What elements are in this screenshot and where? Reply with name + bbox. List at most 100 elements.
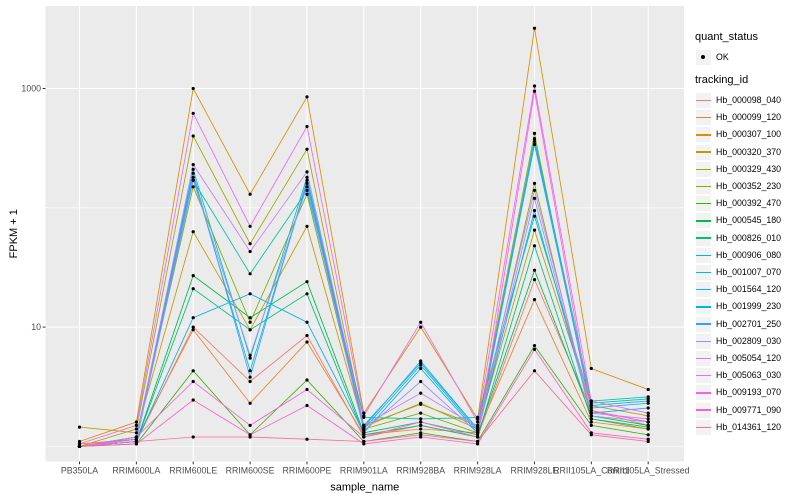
data-point xyxy=(362,435,366,439)
line-swatch-icon xyxy=(696,237,711,239)
data-point xyxy=(532,228,537,232)
line-swatch-icon xyxy=(696,185,711,188)
data-point xyxy=(646,439,650,444)
legend-item-label: Hb_000307_100 xyxy=(716,129,782,140)
data-point xyxy=(532,244,537,248)
data-point xyxy=(532,139,537,143)
data-point xyxy=(419,420,423,424)
x-tick-label: RRIM600PE xyxy=(283,466,332,476)
line-swatch-icon xyxy=(696,99,711,102)
line-swatch-icon xyxy=(696,392,711,394)
data-point xyxy=(305,292,309,296)
data-point xyxy=(191,328,195,332)
legend-item-Hb_002809_030: Hb_002809_030 xyxy=(691,333,800,349)
data-point xyxy=(419,391,423,395)
data-point xyxy=(305,185,309,189)
data-point xyxy=(362,429,366,433)
data-point xyxy=(305,280,309,284)
data-point xyxy=(191,435,195,439)
legend-item-label: Hb_005054_120 xyxy=(716,353,782,363)
data-point xyxy=(419,363,423,367)
legend-key-line xyxy=(696,385,711,401)
y-tick-label: 10 xyxy=(31,322,41,332)
data-point xyxy=(248,242,252,246)
legend-item-Hb_009193_070: Hb_009193_070 xyxy=(691,385,800,401)
legend-key-line xyxy=(696,351,711,366)
data-point xyxy=(191,316,195,320)
data-point xyxy=(589,399,593,403)
data-point xyxy=(134,442,138,446)
legend-key-line xyxy=(696,213,711,229)
data-point xyxy=(476,431,480,435)
legend-item-Hb_000320_370: Hb_000320_370 xyxy=(691,144,800,160)
legend-key-line xyxy=(696,93,711,108)
data-point xyxy=(419,435,423,439)
axes-layer: 10 1000 PB350LA RRIM600LA RRIM600LE RRIM600SE… xyxy=(21,84,689,476)
x-tick-label: PB350LA xyxy=(61,466,98,476)
line-swatch-icon xyxy=(696,220,711,222)
legend-key-line xyxy=(696,299,711,315)
data-point xyxy=(476,442,480,446)
legend-item-label: Hb_001999_230 xyxy=(716,301,782,312)
line-swatch-icon xyxy=(696,289,711,291)
data-point xyxy=(305,178,309,182)
legend-item-label: Hb_000320_370 xyxy=(716,146,782,157)
line-swatch-icon xyxy=(696,254,711,256)
x-tick-label: RRIM928LA xyxy=(454,466,502,476)
legend-item-label: Hb_014361_120 xyxy=(716,421,782,432)
data-point xyxy=(248,433,252,437)
data-point xyxy=(589,406,593,410)
data-point xyxy=(305,188,309,192)
legend-item-label: Hb_001564_120 xyxy=(716,284,782,295)
data-point xyxy=(646,387,650,392)
data-point xyxy=(248,379,252,384)
legend-key-point xyxy=(696,49,711,65)
series-layer xyxy=(77,26,650,448)
legend-item-ok: OK xyxy=(691,49,800,65)
data-point xyxy=(419,379,423,384)
data-point xyxy=(248,353,252,357)
data-point xyxy=(305,192,309,196)
data-point xyxy=(248,249,252,254)
data-point xyxy=(191,287,195,291)
data-point xyxy=(362,442,366,446)
legend-key-line xyxy=(696,161,711,177)
line-swatch-icon xyxy=(696,203,711,205)
data-point xyxy=(248,192,252,196)
legend-item-Hb_000098_040: Hb_000098_040 xyxy=(691,93,800,108)
data-point xyxy=(532,268,537,272)
data-point xyxy=(589,414,593,418)
line-swatch-icon xyxy=(696,323,711,325)
data-point xyxy=(305,175,309,179)
legend-item-Hb_001564_120: Hb_001564_120 xyxy=(691,282,800,298)
data-point xyxy=(589,433,593,437)
legend-key-line xyxy=(696,110,711,126)
data-point xyxy=(646,425,650,429)
data-point xyxy=(532,131,537,135)
data-point xyxy=(532,298,537,302)
data-point xyxy=(248,356,252,360)
plot-panel xyxy=(45,6,684,462)
data-point xyxy=(646,411,650,415)
legend-item-Hb_000392_470: Hb_000392_470 xyxy=(691,196,800,212)
data-point xyxy=(476,415,480,419)
data-point xyxy=(646,417,650,421)
legend-item-Hb_005054_120: Hb_005054_120 xyxy=(691,351,800,366)
x-tick-label: RRII105LA_Stressed xyxy=(607,466,690,476)
data-point xyxy=(191,369,195,373)
legend-item-label: Hb_005063_030 xyxy=(716,370,782,381)
data-point xyxy=(305,387,309,392)
data-point xyxy=(305,437,309,441)
legend-item-Hb_000826_010: Hb_000826_010 xyxy=(691,230,800,246)
data-point xyxy=(305,224,309,228)
legend-item-label: Hb_000826_010 xyxy=(716,232,782,243)
x-tick-label: RRII105LA_Control xyxy=(553,466,629,476)
data-point xyxy=(589,401,593,405)
legend-item-label: Hb_000329_430 xyxy=(716,163,782,174)
legend-key-line xyxy=(696,265,711,280)
legend-item-label: Hb_000099_120 xyxy=(716,112,782,123)
line-swatch-icon xyxy=(696,426,711,428)
data-point xyxy=(419,423,423,427)
line-swatch-icon xyxy=(696,117,711,119)
data-point xyxy=(646,406,650,410)
